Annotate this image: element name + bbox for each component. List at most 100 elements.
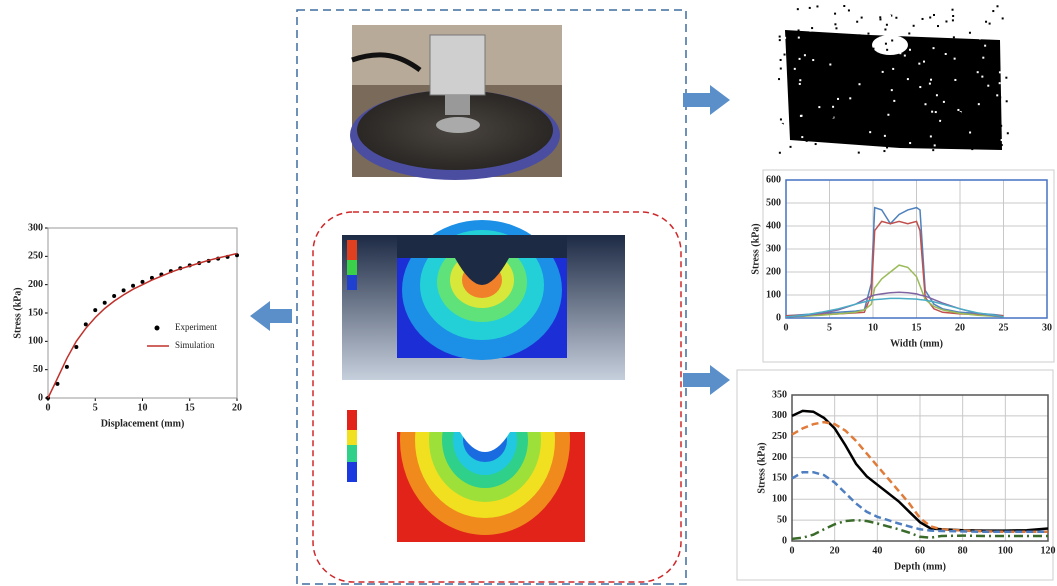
speckle bbox=[858, 152, 860, 154]
speckle bbox=[929, 16, 931, 18]
speckle bbox=[939, 120, 941, 122]
speckle bbox=[895, 17, 897, 19]
speckle bbox=[879, 62, 881, 64]
speckle bbox=[780, 59, 782, 61]
speckle bbox=[1002, 17, 1004, 19]
speckle bbox=[778, 78, 780, 80]
speckle bbox=[799, 79, 801, 81]
legend-label: Simulation bbox=[175, 340, 215, 350]
speckle bbox=[959, 47, 961, 49]
speckle bbox=[933, 59, 935, 61]
speckle bbox=[848, 9, 850, 11]
speckle bbox=[834, 13, 836, 15]
speckle bbox=[835, 52, 837, 54]
speckle bbox=[858, 83, 860, 85]
legend-marker bbox=[155, 326, 160, 331]
speckle bbox=[906, 103, 908, 105]
y-axis-label: Stress (kPa) bbox=[12, 287, 23, 338]
speckle bbox=[849, 97, 851, 99]
x-tick-label: 60 bbox=[915, 545, 925, 556]
speckle bbox=[798, 51, 800, 53]
y-axis-label: Stress (kPa) bbox=[756, 442, 767, 493]
speckle bbox=[845, 98, 847, 100]
speckle bbox=[895, 67, 897, 69]
speckle bbox=[922, 18, 924, 20]
speckle bbox=[884, 135, 886, 137]
speckle bbox=[952, 15, 954, 17]
speckle bbox=[933, 47, 935, 49]
speckle bbox=[835, 41, 837, 43]
speckle bbox=[1000, 125, 1002, 127]
x-tick-label: 15 bbox=[185, 402, 195, 413]
speckle bbox=[857, 40, 859, 42]
speckle bbox=[940, 152, 942, 154]
speckle bbox=[919, 86, 921, 88]
speckle bbox=[832, 116, 834, 118]
fem-contour-top bbox=[342, 220, 625, 380]
speckle bbox=[1006, 100, 1008, 102]
speckle bbox=[933, 14, 935, 16]
speckle bbox=[832, 42, 834, 44]
speckle bbox=[1007, 132, 1009, 134]
x-tick-label: 80 bbox=[958, 545, 968, 556]
y-axis-label: Stress (kPa) bbox=[750, 223, 761, 274]
speckle bbox=[954, 58, 956, 60]
speckle bbox=[829, 64, 831, 66]
speckle bbox=[951, 141, 953, 143]
speckle bbox=[1005, 77, 1007, 79]
speckle bbox=[904, 55, 906, 57]
speckle bbox=[872, 48, 874, 50]
speckle bbox=[798, 37, 800, 39]
speckle bbox=[871, 129, 873, 131]
speckle bbox=[873, 63, 875, 65]
plot-border bbox=[48, 228, 237, 398]
speckle bbox=[987, 85, 989, 87]
speckle bbox=[909, 49, 911, 51]
speckle bbox=[815, 143, 817, 145]
speckle bbox=[801, 136, 803, 138]
speckle bbox=[806, 52, 808, 54]
speckle bbox=[800, 93, 802, 95]
speckle bbox=[805, 43, 807, 45]
speckle bbox=[996, 125, 998, 127]
speckle bbox=[887, 114, 889, 116]
figure: 05010015020025030005101520Displacement (… bbox=[0, 0, 1057, 586]
speckle bbox=[806, 72, 808, 74]
speckle bbox=[972, 126, 974, 128]
y-tick-label: 200 bbox=[772, 452, 787, 463]
speckle bbox=[885, 43, 887, 45]
speckle bbox=[909, 142, 911, 144]
speckle bbox=[884, 28, 886, 30]
x-tick-label: 30 bbox=[1042, 322, 1052, 333]
speckle bbox=[940, 89, 942, 91]
y-tick-label: 150 bbox=[772, 473, 787, 484]
speckle bbox=[959, 154, 961, 156]
speckle bbox=[999, 82, 1001, 84]
speckle bbox=[845, 111, 847, 113]
speckle bbox=[1002, 32, 1004, 34]
speckle bbox=[996, 5, 998, 7]
x-axis-label: Width (mm) bbox=[890, 338, 943, 349]
y-tick-label: 0 bbox=[38, 392, 43, 403]
point-cloud bbox=[778, 5, 1010, 156]
speckle bbox=[843, 5, 845, 7]
speckle bbox=[883, 150, 885, 152]
speckle bbox=[794, 68, 796, 70]
speckle bbox=[784, 37, 786, 39]
speckle bbox=[992, 101, 994, 103]
speckle bbox=[798, 29, 800, 31]
speckle bbox=[874, 80, 876, 82]
speckle bbox=[893, 141, 895, 143]
speckle bbox=[882, 71, 884, 73]
y-tick-label: 300 bbox=[766, 243, 781, 254]
x-tick-label: 10 bbox=[138, 402, 148, 413]
y-tick-label: 0 bbox=[782, 535, 787, 546]
speckle bbox=[984, 45, 986, 47]
y-tick-label: 200 bbox=[766, 266, 781, 277]
speckle bbox=[903, 106, 905, 108]
speckle bbox=[941, 121, 943, 123]
speckle bbox=[861, 17, 863, 19]
speckle bbox=[959, 112, 961, 114]
speckle bbox=[892, 13, 894, 15]
speckle bbox=[891, 39, 893, 41]
